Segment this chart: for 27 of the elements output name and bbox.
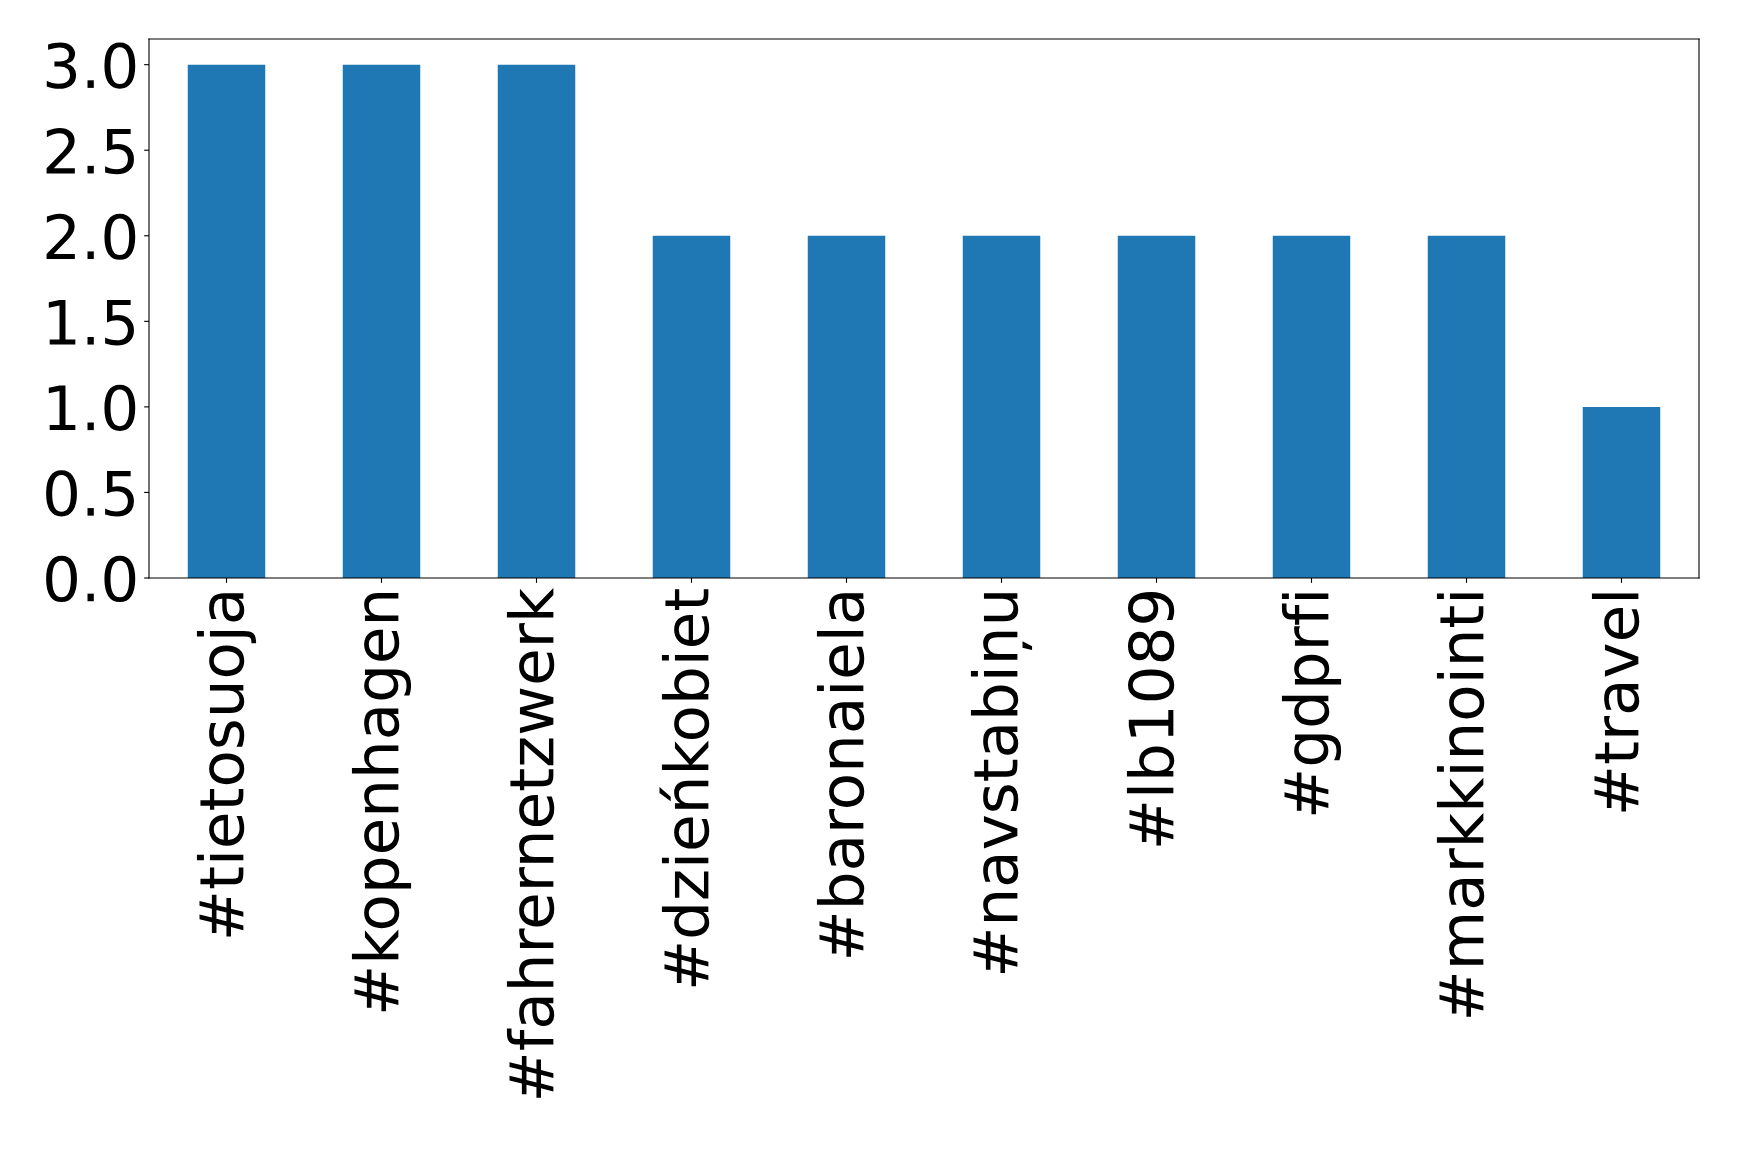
bar bbox=[962, 235, 1041, 578]
bar bbox=[1582, 406, 1661, 578]
bar bbox=[1427, 235, 1506, 578]
bar bbox=[1117, 235, 1196, 578]
bar bbox=[807, 235, 886, 578]
x-tick-label: #fahrernetzwerk bbox=[506, 587, 555, 1098]
bar bbox=[497, 64, 576, 578]
x-tick-label: #kopenhagen bbox=[351, 592, 412, 1012]
x-tick-label: #tietosuoja bbox=[196, 593, 257, 937]
x-tick-label: #markkinointi bbox=[1436, 593, 1485, 1017]
x-tick-label: #baronaiela bbox=[816, 593, 865, 957]
x-tick-label: #dzieńkobiet bbox=[659, 589, 710, 987]
y-tick-label: 0.5 bbox=[46, 470, 134, 517]
y-tick-label: 1.0 bbox=[48, 384, 136, 431]
y-tick-label: 1.5 bbox=[48, 300, 134, 346]
y-tick-label: 2.0 bbox=[46, 213, 136, 260]
bar bbox=[652, 235, 731, 578]
x-tick-label: #gdprfi bbox=[1281, 593, 1342, 815]
x-tick-label: #travel bbox=[1591, 593, 1640, 812]
bar bbox=[1272, 235, 1351, 578]
y-tick-label: 2.5 bbox=[46, 128, 134, 175]
x-tick-label: #lb1089 bbox=[1126, 592, 1175, 846]
x-tick-label: #navstabiņu bbox=[970, 593, 1033, 974]
bar bbox=[342, 64, 421, 578]
bar bbox=[187, 64, 266, 578]
y-tick-label: 3.0 bbox=[46, 42, 136, 89]
y-tick-label: 0.0 bbox=[46, 555, 136, 603]
